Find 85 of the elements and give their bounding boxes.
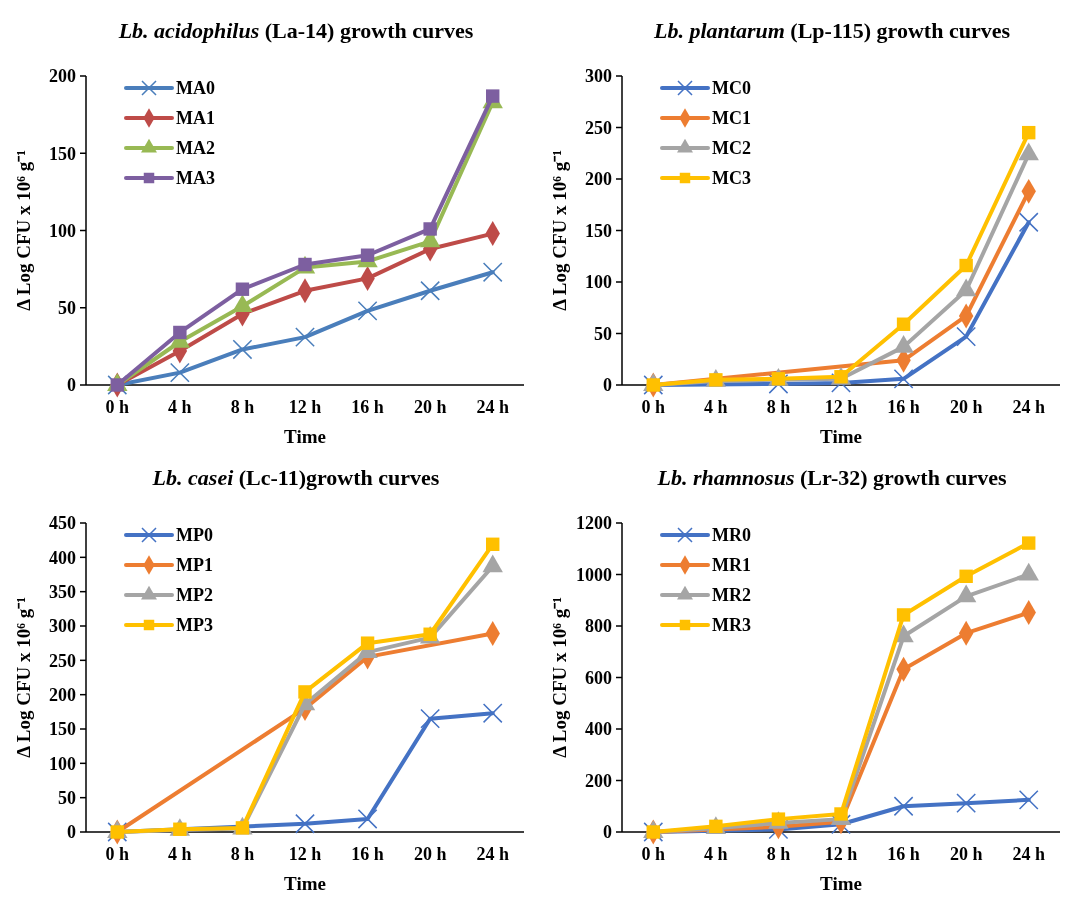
y-tick-label: 0: [67, 822, 76, 843]
y-tick-label: 200: [585, 770, 612, 791]
x-tick-label: 12 h: [288, 397, 322, 417]
x-tick-label: 0 h: [641, 397, 666, 417]
y-tick-label: 0: [603, 375, 612, 396]
legend-label: MR1: [712, 555, 751, 576]
x-tick-label: 20 h: [949, 397, 983, 417]
x-tick-label: 16 h: [887, 397, 920, 417]
x-tick-label: 16 h: [887, 844, 920, 864]
y-tick-label: 150: [585, 220, 612, 241]
x-tick-label: 0 h: [105, 397, 130, 417]
y-tick-label: 450: [49, 513, 76, 534]
y-tick-label: 100: [585, 272, 612, 293]
x-tick-label: 12 h: [288, 844, 322, 864]
y-tick-label: 350: [49, 581, 76, 602]
y-tick-label: 0: [67, 375, 76, 396]
x-tick-label: 8 h: [230, 397, 255, 417]
y-tick-label: 400: [585, 719, 612, 740]
x-tick-label: 4 h: [168, 397, 192, 417]
legend-label: MC0: [712, 78, 751, 99]
y-tick-label: 50: [594, 323, 612, 344]
legend-label: MP3: [176, 615, 213, 636]
legend-label: MC2: [712, 138, 751, 159]
x-tick-label: 20 h: [413, 844, 447, 864]
y-tick-label: 300: [49, 616, 76, 637]
x-axis-title: Time: [284, 426, 326, 447]
y-axis-title: Δ Log CFU x 10⁶ g⁻¹: [549, 597, 570, 758]
x-tick-label: 20 h: [949, 844, 983, 864]
x-tick-label: 24 h: [1012, 397, 1045, 417]
legend-label: MA2: [176, 138, 215, 159]
chart-title: Lb. acidophilus (La-14) growth curves: [117, 18, 474, 43]
y-tick-label: 100: [49, 220, 76, 241]
y-axis-title: Δ Log CFU x 10⁶ g⁻¹: [13, 597, 34, 758]
y-tick-label: 600: [585, 667, 612, 688]
y-axis-title: Δ Log CFU x 10⁶ g⁻¹: [549, 150, 570, 311]
x-axis-title: Time: [820, 426, 862, 447]
x-tick-label: 8 h: [766, 844, 791, 864]
legend-label: MC1: [712, 108, 751, 129]
x-tick-label: 20 h: [413, 397, 447, 417]
x-tick-label: 4 h: [704, 397, 728, 417]
y-tick-label: 400: [49, 547, 76, 568]
y-tick-label: 1000: [576, 564, 612, 585]
y-tick-label: 150: [49, 719, 76, 740]
y-axis-title: Δ Log CFU x 10⁶ g⁻¹: [13, 150, 34, 311]
x-tick-label: 24 h: [476, 397, 509, 417]
x-tick-label: 16 h: [351, 844, 384, 864]
x-tick-label: 24 h: [1012, 844, 1045, 864]
legend-label: MA0: [176, 78, 215, 99]
legend-label: MA1: [176, 108, 215, 129]
chart-title: Lb. rhamnosus (Lr-32) growth curves: [656, 465, 1007, 490]
legend-label: MR3: [712, 615, 751, 636]
y-tick-label: 250: [585, 117, 612, 138]
legend-label: MC3: [712, 168, 751, 189]
legend-label: MA3: [176, 168, 215, 189]
legend-label: MR0: [712, 525, 751, 546]
y-tick-label: 150: [49, 143, 76, 164]
chart-title: Lb. casei (Lc-11)growth curves: [151, 465, 440, 490]
legend-label: MP1: [176, 555, 213, 576]
y-tick-label: 0: [603, 822, 612, 843]
y-tick-label: 50: [58, 298, 76, 319]
x-tick-label: 8 h: [766, 397, 791, 417]
x-tick-label: 16 h: [351, 397, 384, 417]
y-tick-label: 200: [49, 66, 76, 87]
legend-label: MR2: [712, 585, 751, 606]
x-tick-label: 0 h: [641, 844, 666, 864]
x-tick-label: 0 h: [105, 844, 130, 864]
y-tick-label: 200: [585, 169, 612, 190]
chart-title: Lb. plantarum (Lp-115) growth curves: [653, 18, 1011, 43]
y-tick-label: 100: [49, 753, 76, 774]
y-tick-label: 50: [58, 787, 76, 808]
legend-label: MP0: [176, 525, 213, 546]
x-axis-title: Time: [820, 873, 862, 894]
y-tick-label: 200: [49, 684, 76, 705]
y-tick-label: 300: [585, 66, 612, 87]
y-tick-label: 800: [585, 616, 612, 637]
x-axis-title: Time: [284, 873, 326, 894]
legend-label: MP2: [176, 585, 213, 606]
x-tick-label: 8 h: [230, 844, 255, 864]
y-tick-label: 1200: [576, 513, 612, 534]
x-tick-label: 24 h: [476, 844, 509, 864]
x-tick-label: 12 h: [824, 397, 858, 417]
x-tick-label: 4 h: [168, 844, 192, 864]
y-tick-label: 250: [49, 650, 76, 671]
x-tick-label: 12 h: [824, 844, 858, 864]
x-tick-label: 4 h: [704, 844, 728, 864]
